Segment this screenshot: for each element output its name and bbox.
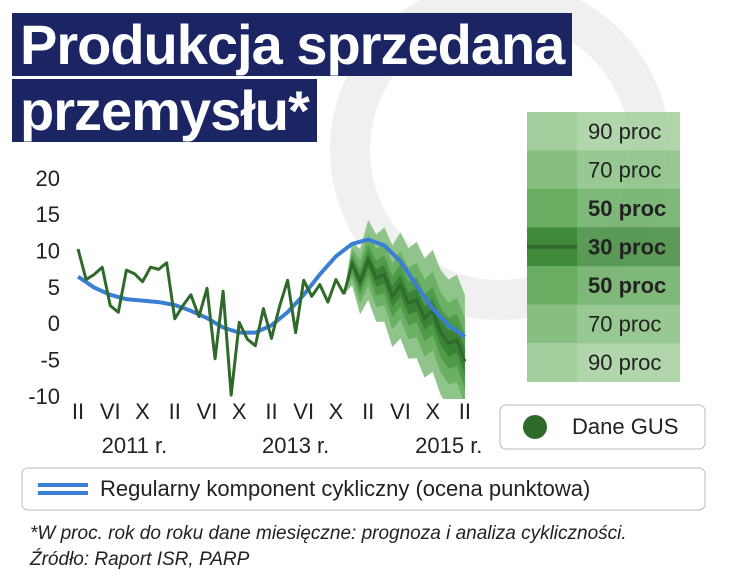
fan-legend-swatch <box>527 189 577 228</box>
y-tick-label: -5 <box>40 347 60 372</box>
plot-area <box>76 219 467 399</box>
fan-legend-label: 50 proc <box>588 196 666 221</box>
fan-legend-ext <box>577 227 680 267</box>
year-label: 2013 r. <box>262 433 329 458</box>
x-tick-label: X <box>329 399 344 424</box>
fan-legend-swatch <box>527 266 577 305</box>
source: Źródło: Raport ISR, PARP <box>30 549 250 570</box>
x-tick-label: X <box>135 399 150 424</box>
x-tick-label: VI <box>293 399 314 424</box>
legend-label: Regularny komponent cykliczny (ocena pun… <box>100 476 590 501</box>
fan-legend-label: 30 proc <box>588 235 666 260</box>
x-tick-label: II <box>362 399 374 424</box>
fan-legend-swatch <box>527 304 577 344</box>
legend-box <box>499 404 706 450</box>
forecast-median <box>342 255 467 363</box>
year-label: 2011 r. <box>102 433 168 458</box>
fan-legend-ext <box>577 112 680 151</box>
x-tick-label: II <box>265 399 277 424</box>
footnote: *W proc. rok do roku dane miesięczne: pr… <box>30 523 627 544</box>
cycle-line <box>76 237 467 339</box>
x-tick-label: VI <box>390 399 411 424</box>
fan-legend-swatch <box>527 150 577 190</box>
y-tick-label: 10 <box>36 238 60 263</box>
y-tick-label: 5 <box>48 275 60 300</box>
fan-legend-ext <box>577 150 680 190</box>
fan-legend-ext <box>577 343 680 382</box>
legend-box <box>21 467 706 511</box>
fan-legend-label: 70 proc <box>588 158 661 183</box>
fan-legend-label: 90 proc <box>588 119 661 144</box>
chart-title-text: Produkcja sprzedana przemysłu* <box>12 13 573 142</box>
x-tick-label: VI <box>197 399 218 424</box>
y-tick-label: -10 <box>28 384 60 409</box>
legend-label: Dane GUS <box>572 414 678 439</box>
fan-legend-swatch <box>527 112 577 151</box>
fan-legend-ext <box>577 304 680 344</box>
legend-swatch <box>523 415 547 439</box>
fan-legend-ext <box>577 189 680 228</box>
x-tick-label: VI <box>100 399 121 424</box>
x-tick-label: II <box>459 399 471 424</box>
fan-legend-ext <box>577 266 680 305</box>
x-tick-label: II <box>169 399 181 424</box>
gus-line <box>76 248 346 397</box>
fan-legend-label: 50 proc <box>588 273 666 298</box>
fan-legend-label: 90 proc <box>588 350 661 375</box>
x-tick-label: II <box>72 399 84 424</box>
fan-legend-swatch <box>527 343 577 382</box>
year-label: 2015 r. <box>415 433 482 458</box>
y-tick-label: 15 <box>36 202 60 227</box>
y-tick-label: 20 <box>36 166 60 191</box>
fan-legend-label: 70 proc <box>588 312 661 337</box>
y-tick-label: 0 <box>48 311 60 336</box>
x-tick-label: X <box>425 399 440 424</box>
x-tick-label: X <box>232 399 247 424</box>
chart-title: Produkcja sprzedana przemysłu* <box>12 12 632 144</box>
